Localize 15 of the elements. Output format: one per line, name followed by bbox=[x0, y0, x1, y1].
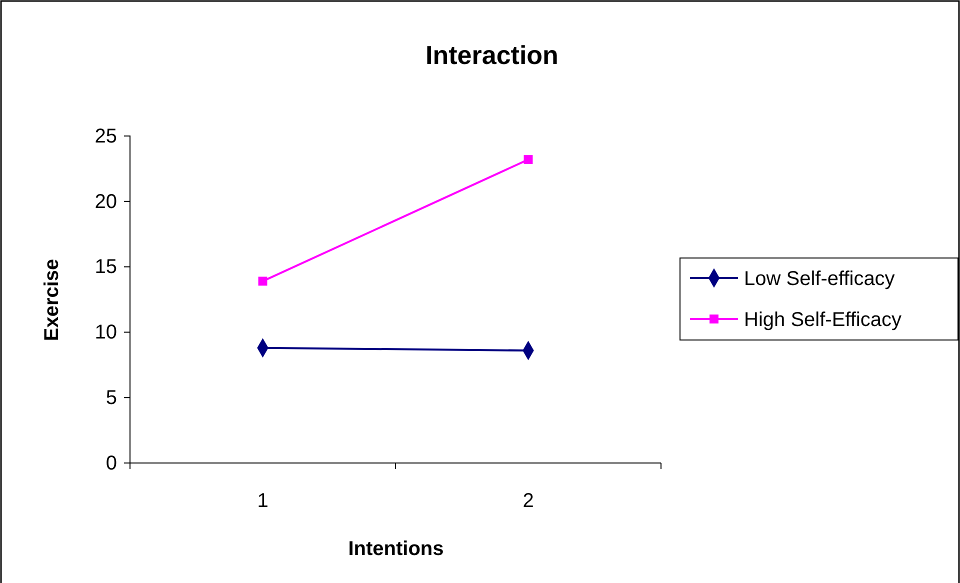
y-tick-label: 25 bbox=[94, 125, 117, 148]
y-axis-title: Exercise bbox=[41, 258, 63, 342]
y-tick-label: 15 bbox=[94, 256, 117, 278]
point bbox=[524, 155, 533, 164]
point bbox=[258, 276, 268, 286]
x-tick-label: 2 bbox=[522, 490, 534, 512]
x-tick-label: 1 bbox=[257, 490, 268, 512]
y-tick-label: 10 bbox=[94, 322, 117, 344]
legend-label: Low Self-efficacy bbox=[744, 268, 895, 290]
y-tick-label: 5 bbox=[106, 387, 117, 409]
chart-title: Interaction bbox=[426, 40, 558, 70]
legend-label: High Self-Efficacy bbox=[744, 309, 902, 331]
y-tick-label: 0 bbox=[106, 452, 117, 474]
y-tick-label: 20 bbox=[94, 190, 117, 213]
x-axis-title: Intentions bbox=[348, 538, 444, 560]
